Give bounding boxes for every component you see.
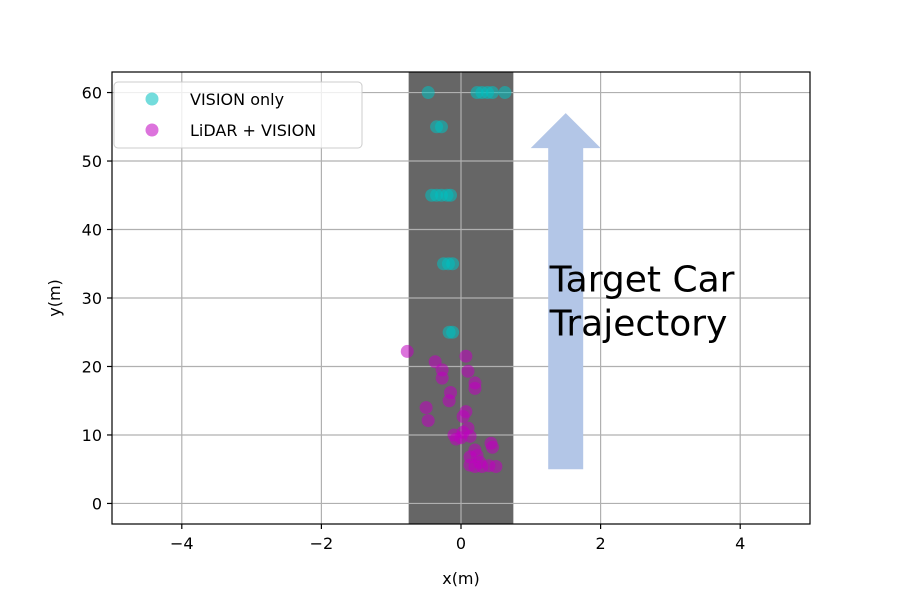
vision-only-point [446,325,460,339]
y-tick-label: 10 [82,426,102,445]
legend-label-vision-only: VISION only [190,90,284,109]
lidar-vision-point [468,381,482,395]
y-tick-label: 30 [82,289,102,308]
data-points [400,86,512,473]
arrow-shape [530,113,601,470]
lidar-vision-point [459,349,473,363]
lidar-vision-point [489,459,503,473]
lidar-vision-point [449,432,463,446]
y-tick-label: 0 [92,494,102,513]
legend-marker-lidar-vision [145,123,159,137]
y-tick-label: 20 [82,357,102,376]
y-tick-label: 40 [82,221,102,240]
lidar-vision-point [461,364,475,378]
lidar-vision-point [463,429,477,443]
lidar-vision-point [400,344,414,358]
vision-only-point [444,188,458,202]
vision-only-point [485,86,499,100]
vision-only-point [434,120,448,134]
annotation-line-1: Target Car [549,259,735,300]
x-tick-label: −2 [310,534,334,553]
x-tick-label: 4 [735,534,745,553]
x-tick-label: 0 [456,534,466,553]
legend: VISION only LiDAR + VISION [113,81,363,149]
vision-only-point [498,86,512,100]
trajectory-annotation: Target Car Trajectory [549,259,746,344]
lidar-vision-point [421,414,435,428]
x-tick-label: 2 [596,534,606,553]
vision-only-point [421,86,435,100]
legend-label-lidar-vision: LiDAR + VISION [190,121,316,140]
x-axis-label: x(m) [442,569,480,588]
x-tick-label: −4 [170,534,194,553]
legend-box [113,81,363,149]
lidar-vision-point [435,371,449,385]
trajectory-arrow [530,113,601,470]
y-axis-label: y(m) [45,279,64,317]
vision-only-point [446,257,460,271]
y-tick-label: 60 [82,84,102,103]
lidar-vision-point [442,394,456,408]
legend-marker-vision-only [145,92,159,106]
annotation-line-2: Trajectory [549,303,728,344]
lidar-vision-point [485,440,499,454]
y-tick-label: 50 [82,152,102,171]
lidar-vision-point [456,409,470,423]
lidar-vision-point [419,401,433,415]
